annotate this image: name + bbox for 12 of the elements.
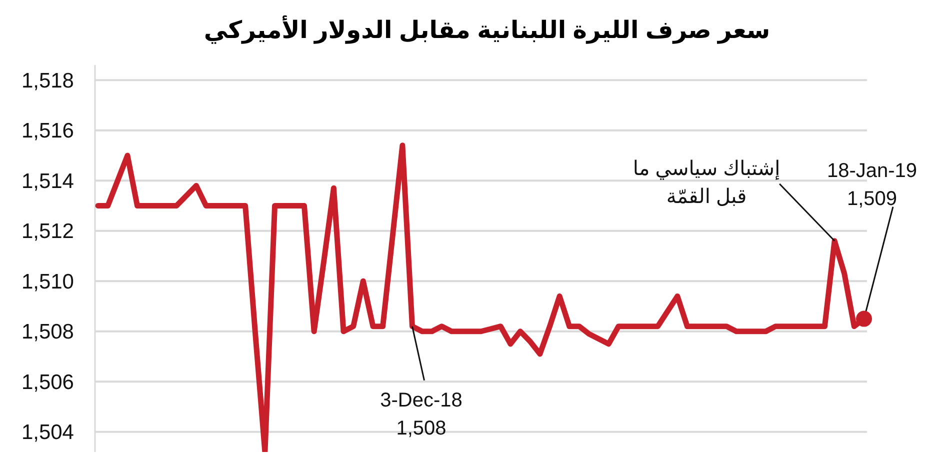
y-tick-label: 1,510	[21, 270, 74, 294]
chart-title: سعر صرف الليرة اللبنانية مقابل الدولار الأميركي	[204, 15, 770, 44]
y-tick-label: 1,504	[21, 421, 74, 444]
y-tick-label: 1,516	[21, 120, 74, 143]
annotation: إشتباك سياسي ما قبل القمّة	[632, 158, 780, 208]
y-tick-label: 1,506	[21, 370, 74, 394]
annotation: 18-Jan-19 1,509	[826, 160, 918, 210]
y-tick-label: 1,508	[21, 320, 74, 344]
y-tick-label: 1,518	[21, 69, 74, 92]
y-tick-label: 1,512	[21, 220, 74, 244]
annotation: 3-Dec-18 1,508	[380, 389, 462, 440]
y-tick-label: 1,514	[21, 170, 74, 193]
